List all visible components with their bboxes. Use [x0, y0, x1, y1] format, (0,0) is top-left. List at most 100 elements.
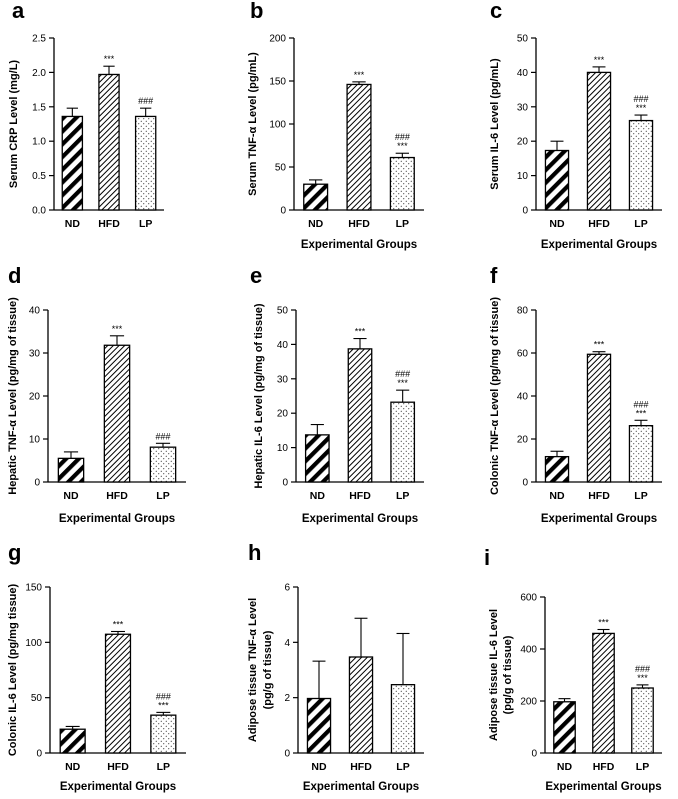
x-tick-label: ND — [65, 761, 81, 773]
bar-hfd — [104, 633, 132, 754]
bar-hfd — [592, 632, 615, 754]
y-axis-title: (pg/g of tissue) — [502, 635, 514, 714]
y-tick-label: 10 — [277, 443, 289, 454]
significance-marker: *** — [354, 70, 365, 80]
y-tick-label: 0 — [36, 749, 42, 760]
significance-marker: *** — [598, 618, 609, 628]
bar-nd — [303, 183, 329, 211]
bar-nd — [544, 149, 570, 211]
x-axis-title: Experimental Groups — [541, 239, 657, 251]
x-tick-label: HFD — [588, 490, 610, 502]
y-tick-label: 40 — [517, 392, 529, 403]
y-tick-label: 0 — [531, 749, 537, 760]
y-tick-label: 0 — [522, 206, 528, 217]
x-tick-label: LP — [156, 490, 169, 502]
x-tick-label: ND — [63, 490, 79, 502]
x-tick-label: HFD — [106, 490, 128, 502]
x-tick-label: ND — [311, 761, 327, 773]
y-tick-label: 50 — [31, 693, 43, 704]
y-tick-label: 30 — [29, 349, 41, 360]
panel-letter: g — [8, 540, 21, 565]
y-tick-label: 50 — [275, 163, 287, 174]
y-tick-label: 10 — [29, 435, 41, 446]
significance-marker: ### — [395, 369, 410, 379]
x-tick-label: HFD — [593, 761, 615, 773]
chart-panel-e: e 0 10 20 30 40 50 Hepatic IL-6 Level (pg/mg of… — [250, 263, 424, 525]
panel-letter: c — [490, 0, 502, 23]
chart-panel-i: i 0 200 400 600 Adipose tissue IL-6 Level (pg/… — [484, 545, 662, 793]
y-tick-label: 30 — [517, 102, 529, 113]
x-tick-label: ND — [557, 761, 573, 773]
panel-letter: b — [250, 0, 263, 23]
x-axis-title: Experimental Groups — [301, 239, 417, 251]
x-tick-label: LP — [396, 490, 409, 502]
y-tick-label: 20 — [517, 137, 529, 148]
bar-hfd — [103, 344, 131, 483]
x-tick-label: LP — [396, 218, 409, 230]
significance-marker: *** — [113, 619, 124, 629]
bar-hfd — [98, 73, 120, 211]
y-tick-label: 200 — [520, 697, 537, 708]
significance-marker: *** — [397, 378, 408, 388]
bar-lp — [134, 115, 157, 211]
y-tick-label: 60 — [517, 349, 529, 360]
significance-marker: *** — [594, 55, 605, 65]
significance-marker: ### — [635, 664, 650, 674]
significance-marker: *** — [104, 54, 115, 64]
y-axis-title: Serum TNF-α Level (pg/mL) — [247, 52, 259, 196]
y-tick-label: 50 — [517, 34, 529, 45]
y-tick-label: 2 — [284, 693, 290, 704]
x-axis-title: Experimental Groups — [302, 513, 418, 525]
y-tick-label: 6 — [284, 583, 290, 594]
bar-hfd — [348, 656, 374, 754]
significance-marker: *** — [637, 673, 648, 683]
y-tick-label: 0 — [280, 206, 286, 217]
significance-marker: *** — [397, 141, 408, 151]
y-tick-label: 50 — [277, 306, 289, 317]
y-axis-title: Adipose tissue IL-6 Level — [488, 609, 500, 741]
y-axis-title: (pg/g of tissue) — [262, 630, 274, 709]
y-tick-label: 150 — [25, 583, 42, 594]
x-tick-label: ND — [65, 218, 81, 230]
y-tick-label: 1.5 — [32, 102, 46, 113]
bar-nd — [57, 457, 85, 483]
significance-marker: *** — [636, 408, 647, 418]
y-tick-label: 30 — [277, 374, 289, 385]
bar-lp — [149, 446, 177, 483]
x-tick-label: HFD — [350, 761, 372, 773]
x-tick-label: LP — [634, 490, 647, 502]
x-axis-title: Experimental Groups — [303, 781, 419, 793]
x-tick-label: ND — [308, 218, 324, 230]
bar-hfd — [586, 353, 612, 483]
y-tick-label: 0 — [284, 749, 290, 760]
panels: a 0.0 0.5 1.0 1.5 2.0 2.5 Serum CRP Level (mg/L… — [7, 0, 662, 793]
y-tick-label: 4 — [284, 638, 290, 649]
bar-nd — [304, 434, 330, 483]
y-tick-label: 1.0 — [32, 137, 46, 148]
x-axis-title: Experimental Groups — [541, 513, 657, 525]
y-axis-title: Serum CRP Level (mg/L) — [8, 60, 20, 188]
y-tick-label: 0 — [282, 478, 288, 489]
x-tick-label: ND — [310, 490, 326, 502]
significance-marker: *** — [636, 103, 647, 113]
x-axis-title: Experimental Groups — [59, 513, 175, 525]
bar-lp — [631, 687, 654, 754]
x-tick-label: LP — [139, 218, 152, 230]
bar-lp — [389, 156, 415, 211]
bar-lp — [628, 425, 654, 483]
y-axis-title: Hepatic TNF-α Level (pg/mg of tissue) — [7, 297, 19, 495]
y-tick-label: 0 — [522, 478, 528, 489]
x-tick-label: HFD — [107, 761, 129, 773]
panel-letter: h — [248, 540, 261, 565]
x-tick-label: HFD — [588, 218, 610, 230]
y-axis-title: Serum IL-6 Level (pg/mL) — [489, 58, 501, 190]
panel-letter: a — [12, 0, 25, 23]
y-tick-label: 100 — [25, 638, 42, 649]
panel-letter: i — [484, 545, 490, 570]
x-tick-label: LP — [636, 761, 649, 773]
x-axis-title: Experimental Groups — [60, 781, 176, 793]
panel-letter: d — [8, 263, 21, 288]
y-axis-title: Adipose tissue TNF-α Level — [247, 598, 259, 742]
significance-marker: ### — [155, 431, 170, 441]
